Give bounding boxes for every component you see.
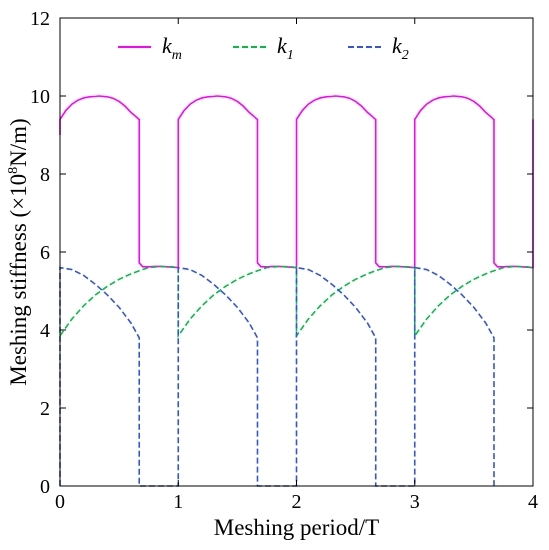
legend-label-k1: k1 [277, 33, 294, 63]
series-line-k1 [59, 265, 534, 339]
legend-label-base: k [277, 33, 288, 58]
series-line-km [59, 95, 534, 269]
legend-label-k2: k2 [392, 33, 409, 63]
legend-label-subscript: 1 [287, 48, 294, 63]
legend: km k1 k2 [118, 33, 409, 63]
x-axis-title: Meshing period/T [214, 515, 379, 540]
x-tick-label: 2 [292, 491, 302, 513]
x-tick-label: 3 [410, 491, 420, 513]
y-tick-label: 2 [40, 398, 50, 420]
y-tick-label: 8 [40, 164, 50, 186]
y-axis-title-exponent: 8 [6, 167, 21, 174]
y-tick-label: 6 [40, 242, 50, 264]
legend-label-base: k [162, 33, 173, 58]
y-axis-title-unit: N/m) [6, 118, 31, 167]
legend-label-km: km [162, 33, 182, 63]
x-tick-label: 1 [173, 491, 183, 513]
x-tick-label: 4 [528, 491, 538, 513]
y-axis-title-main: Meshing stiffness (×10 [6, 174, 31, 386]
legend-label-subscript: m [172, 48, 182, 63]
y-tick-label: 0 [40, 476, 50, 498]
y-axis-title: Meshing stiffness (×108N/m) [6, 118, 31, 385]
y-tick-label: 4 [40, 320, 50, 342]
legend-label-subscript: 2 [402, 48, 409, 63]
legend-label-base: k [392, 33, 403, 58]
x-tick-label: 0 [55, 491, 65, 513]
y-tick-label: 10 [30, 86, 50, 108]
y-tick-label: 12 [30, 8, 50, 30]
